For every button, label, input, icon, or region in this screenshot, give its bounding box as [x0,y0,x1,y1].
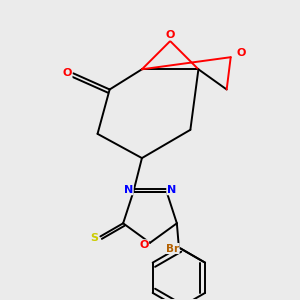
Text: O: O [166,30,175,40]
Text: S: S [90,233,98,243]
Text: O: O [63,68,72,78]
Text: Br: Br [166,244,179,254]
Text: O: O [139,240,148,250]
Text: N: N [167,185,176,195]
Text: O: O [236,48,245,58]
Text: N: N [124,185,133,195]
